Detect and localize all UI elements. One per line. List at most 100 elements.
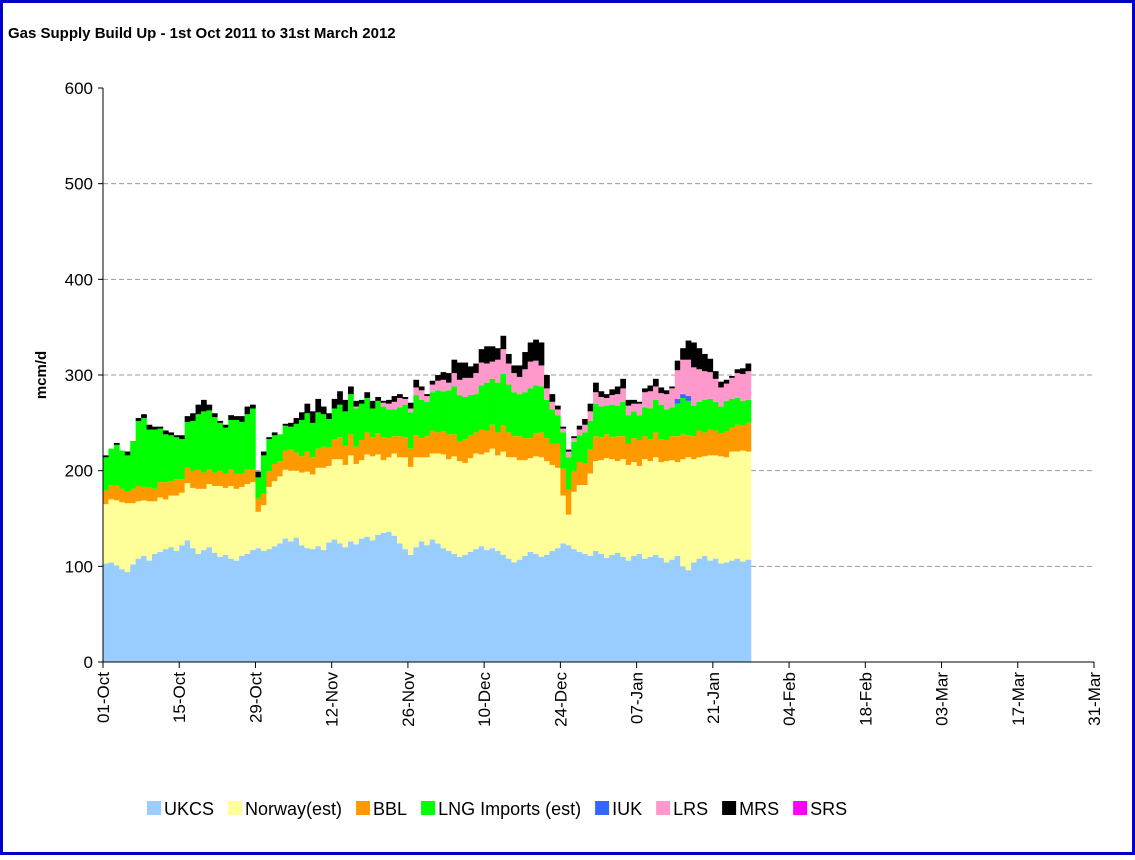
- bar-segment: [255, 471, 262, 478]
- bar-segment: [119, 502, 126, 570]
- bar-segment: [587, 411, 594, 421]
- bar-segment: [418, 438, 425, 458]
- bar-segment: [195, 469, 202, 489]
- bar-segment: [456, 461, 463, 557]
- bar-segment: [446, 459, 452, 552]
- bar-segment: [304, 413, 311, 452]
- bar-segment: [413, 457, 420, 548]
- bar-segment: [211, 485, 218, 553]
- bar-segment: [685, 359, 692, 397]
- bar-segment: [533, 385, 539, 434]
- bar-segment: [195, 414, 202, 470]
- bar-segment: [549, 443, 556, 465]
- bar-segment: [680, 394, 686, 398]
- bar-segment: [369, 456, 376, 541]
- bar-segment: [571, 549, 578, 662]
- bar-segment: [162, 430, 169, 435]
- bar-segment: [680, 397, 686, 435]
- bar-segment: [397, 457, 403, 544]
- bar-segment: [620, 459, 627, 557]
- bar-segment: [593, 403, 599, 437]
- bar-segment: [179, 545, 185, 662]
- bar-segment: [402, 457, 409, 550]
- legend-label: UKCS: [164, 799, 214, 819]
- bar-segment: [293, 537, 300, 662]
- bar-segment: [293, 418, 300, 424]
- bar-segment: [288, 426, 294, 450]
- bar-segment: [222, 473, 229, 488]
- bar-segment: [386, 399, 392, 404]
- bar-segment: [418, 457, 425, 542]
- bar-segment: [593, 392, 599, 404]
- bar-segment: [554, 415, 561, 444]
- legend-label: LRS: [673, 799, 708, 819]
- bar-segment: [674, 360, 681, 371]
- bar-segment: [642, 558, 648, 662]
- bar-segment: [141, 418, 147, 487]
- bar-segment: [451, 553, 458, 662]
- bar-segment: [647, 408, 654, 440]
- bar-segment: [462, 397, 469, 440]
- bar-segment: [674, 462, 681, 556]
- bar-segment: [669, 436, 676, 461]
- bar-segment: [113, 444, 120, 486]
- bar-segment: [309, 422, 316, 458]
- bar-segment: [674, 403, 681, 437]
- bar-segment: [299, 472, 305, 546]
- y-tick-label: 300: [65, 366, 93, 385]
- bar-segment: [451, 456, 458, 554]
- bar-segment: [587, 449, 594, 474]
- bar-segment: [358, 460, 365, 539]
- bar-segment: [342, 411, 349, 446]
- x-tick-label: 04-Feb: [780, 672, 799, 726]
- bar-segment: [533, 553, 539, 662]
- bar-segment: [244, 553, 251, 662]
- bar-segment: [304, 471, 311, 549]
- bar-segment: [195, 404, 202, 415]
- bar-segment: [707, 358, 714, 373]
- bar-segment: [364, 454, 371, 537]
- bar-segment: [723, 431, 730, 458]
- bar-segment: [538, 365, 545, 387]
- bar-segment: [168, 435, 175, 482]
- bar-segment: [614, 386, 621, 395]
- bar-segment: [124, 503, 131, 573]
- bar-segment: [533, 339, 539, 361]
- y-tick-label: 500: [65, 175, 93, 194]
- bar-segment: [554, 548, 561, 662]
- bar-segment: [266, 439, 273, 472]
- bar-segment: [266, 437, 273, 440]
- bar-segment: [233, 473, 240, 489]
- bar-segment: [108, 448, 115, 486]
- bar-segment: [631, 399, 637, 404]
- bar-segment: [260, 505, 267, 552]
- bar-segment: [184, 483, 191, 541]
- bar-segment: [190, 420, 196, 471]
- bar-segment: [701, 456, 708, 556]
- bar-segment: [549, 464, 556, 552]
- bar-segment: [152, 488, 158, 502]
- bar-segment: [505, 558, 512, 662]
- bar-segment: [642, 407, 648, 437]
- bar-segment: [380, 437, 387, 461]
- bar-segment: [484, 382, 490, 431]
- bar-segment: [113, 500, 120, 566]
- bar-segment: [407, 554, 414, 662]
- bar-segment: [609, 395, 616, 405]
- bar-segment: [331, 408, 338, 440]
- bar-segment: [173, 495, 180, 552]
- bar-segment: [320, 467, 327, 551]
- bar-segment: [342, 445, 349, 465]
- bar-segment: [239, 416, 245, 422]
- bar-segment: [598, 397, 605, 407]
- bar-segment: [380, 532, 387, 662]
- bar-segment: [609, 459, 616, 555]
- bar-segment: [631, 438, 637, 463]
- bar-segment: [478, 362, 485, 386]
- y-tick-label: 100: [65, 557, 93, 576]
- bar-segment: [435, 380, 441, 391]
- bar-segment: [162, 482, 169, 500]
- bar-segment: [516, 460, 523, 560]
- bar-segment: [505, 432, 512, 458]
